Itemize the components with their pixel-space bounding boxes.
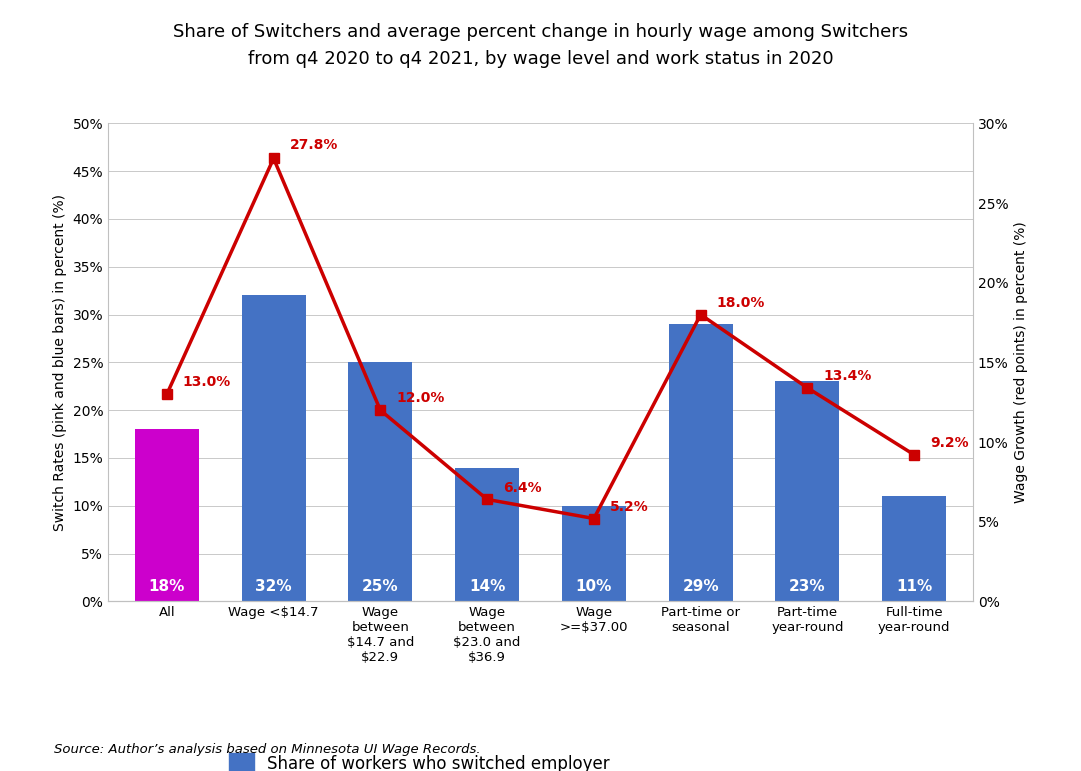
Text: Share of Switchers and average percent change in hourly wage among Switchers: Share of Switchers and average percent c…	[173, 23, 908, 41]
Bar	[241, 295, 306, 601]
Text: 9.2%: 9.2%	[930, 436, 969, 450]
Text: 27.8%: 27.8%	[290, 138, 338, 152]
Text: Source: Author’s analysis based on Minnesota UI Wage Records.: Source: Author’s analysis based on Minne…	[54, 742, 481, 756]
Bar	[669, 324, 733, 601]
Bar	[882, 497, 946, 601]
Text: from q4 2020 to q4 2021, by wage level and work status in 2020: from q4 2020 to q4 2021, by wage level a…	[248, 50, 833, 68]
Text: 32%: 32%	[255, 579, 292, 594]
Bar	[775, 382, 840, 601]
Text: 12.0%: 12.0%	[397, 392, 444, 406]
Y-axis label: Switch Rates (pink and blue bars) in percent (%): Switch Rates (pink and blue bars) in per…	[53, 194, 67, 531]
Bar	[135, 429, 199, 601]
Text: 13.0%: 13.0%	[183, 375, 231, 389]
Text: 10%: 10%	[576, 579, 612, 594]
Bar	[455, 467, 519, 601]
Text: 13.4%: 13.4%	[824, 369, 871, 383]
Text: 23%: 23%	[789, 579, 826, 594]
Y-axis label: Wage Growth (red points) in percent (%): Wage Growth (red points) in percent (%)	[1014, 221, 1028, 503]
Text: 29%: 29%	[682, 579, 719, 594]
Text: 18%: 18%	[148, 579, 185, 594]
Bar	[562, 506, 626, 601]
Text: 6.4%: 6.4%	[503, 480, 542, 495]
Text: 14%: 14%	[469, 579, 505, 594]
Legend: Share of workers who switched employer, Average percent wage growth among Switch: Share of workers who switched employer, …	[229, 753, 666, 771]
Text: 18.0%: 18.0%	[717, 296, 765, 310]
Text: 11%: 11%	[896, 579, 932, 594]
Bar	[348, 362, 412, 601]
Text: 5.2%: 5.2%	[610, 500, 649, 513]
Text: 25%: 25%	[362, 579, 399, 594]
